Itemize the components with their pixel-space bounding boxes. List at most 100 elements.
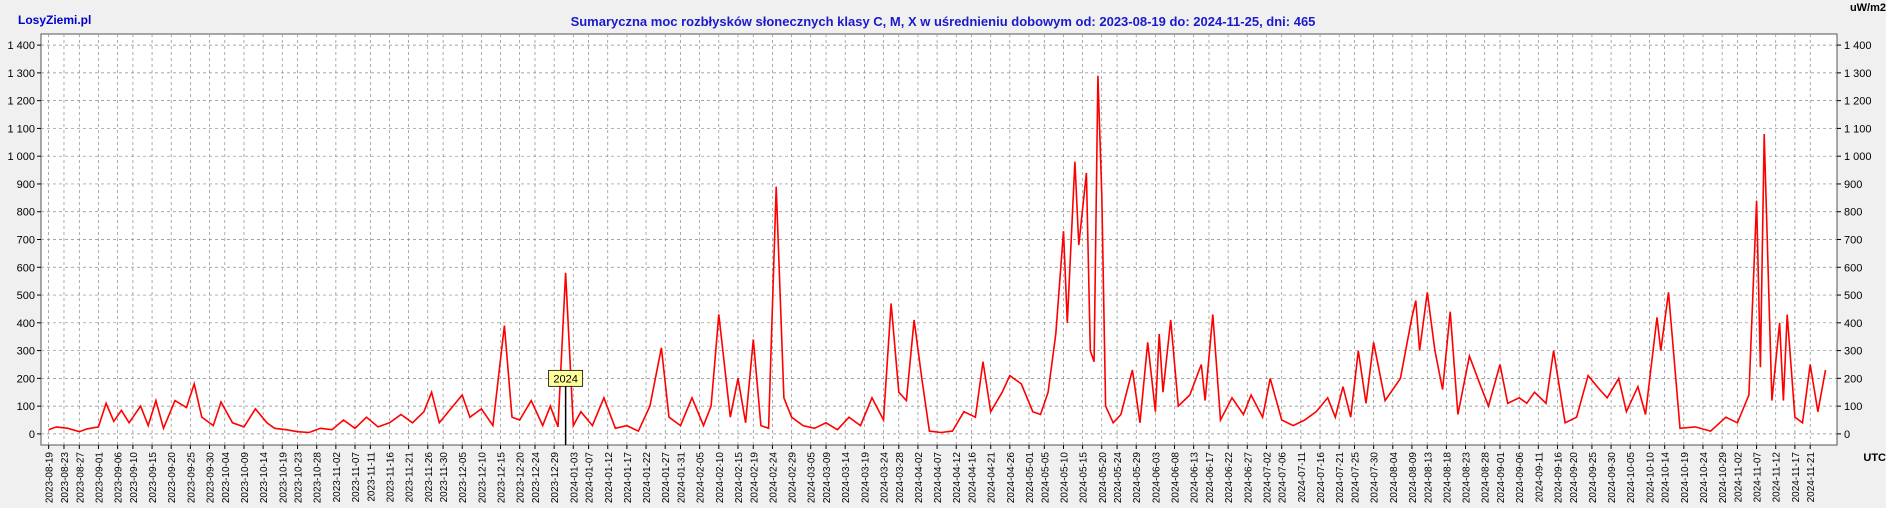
x-tick-label: 2024-04-12	[952, 452, 963, 504]
x-tick-label: 2023-09-06	[114, 452, 125, 504]
x-tick-label: 2024-08-04	[1389, 452, 1400, 504]
x-tick-label: 2023-09-30	[205, 452, 216, 504]
x-tick-label: 2023-11-16	[385, 452, 396, 503]
x-tick-label: 2023-09-20	[167, 452, 178, 504]
x-tick-label: 2023-08-19	[45, 452, 56, 504]
x-tick-label: 2024-11-21	[1806, 452, 1817, 503]
annotation-label: 2024	[553, 373, 577, 385]
x-tick-label: 2024-07-30	[1370, 452, 1381, 504]
x-tick-label: 2023-08-27	[75, 452, 86, 504]
x-tick-label: 2024-03-14	[841, 452, 852, 504]
grid	[41, 34, 1837, 445]
y-tick-label-right: 1 200	[1844, 96, 1872, 108]
x-tick-label: 2024-02-19	[749, 452, 760, 504]
x-tick-label: 2024-10-10	[1645, 452, 1656, 504]
x-axis: 2023-08-19 2023-08-23 2023-08-27 2023-09-01…	[45, 445, 1817, 504]
x-tick-label: 2023-11-02	[332, 452, 343, 503]
y-tick-label-left: 600	[17, 262, 35, 274]
x-tick-label: 2024-02-05	[696, 452, 707, 504]
x-tick-label: 2023-10-04	[221, 452, 232, 504]
chart-title: Sumaryczna moc rozbłysków słonecznych kl…	[571, 14, 1316, 29]
x-tick-label: 2024-07-21	[1335, 452, 1346, 504]
x-tick-label: 2024-04-21	[987, 452, 998, 504]
x-tick-label: 2024-03-28	[895, 452, 906, 504]
x-tick-label: 2024-07-06	[1278, 452, 1289, 504]
x-tick-label: 2024-01-03	[569, 452, 580, 504]
y-tick-label-left: 100	[17, 401, 35, 413]
series-line	[48, 75, 1827, 434]
x-tick-label: 2024-09-30	[1607, 452, 1618, 504]
x-tick-label: 2024-08-18	[1442, 452, 1453, 504]
x-tick-label: 2024-01-22	[642, 452, 653, 504]
annotation-group: 2024	[548, 369, 584, 445]
y-tick-label-right: 1 400	[1844, 40, 1872, 52]
x-axis-label: UTC	[1863, 452, 1886, 464]
y-tick-label-left: 200	[17, 373, 35, 385]
y-tick-label-left: 900	[17, 179, 35, 191]
x-tick-label: 2024-11-07	[1753, 452, 1764, 503]
x-tick-label: 2024-10-05	[1626, 452, 1637, 504]
y-tick-label-left: 700	[17, 235, 35, 247]
x-tick-label: 2024-07-11	[1297, 452, 1308, 503]
y-tick-label-right: 800	[1844, 207, 1862, 219]
x-tick-label: 2023-10-23	[294, 452, 305, 504]
x-tick-label: 2024-02-10	[715, 452, 726, 504]
x-tick-label: 2024-11-12	[1772, 452, 1783, 503]
x-tick-label: 2024-06-13	[1190, 452, 1201, 504]
y-tick-label-right: 100	[1844, 401, 1862, 413]
x-tick-label: 2024-11-17	[1791, 452, 1802, 503]
x-tick-label: 2024-05-01	[1025, 452, 1036, 504]
x-tick-label: 2024-07-25	[1350, 452, 1361, 504]
x-tick-label: 2024-08-23	[1462, 452, 1473, 504]
x-tick-label: 2023-12-24	[531, 452, 542, 504]
y-axis-right: 0 100 200 300 400 500 600 700 800 900 1 000 1 100 1 …	[1837, 40, 1872, 441]
x-tick-label: 2024-05-24	[1113, 452, 1124, 504]
y-tick-label-right: 300	[1844, 346, 1862, 358]
x-tick-label: 2024-09-01	[1496, 452, 1507, 504]
x-tick-label: 2024-06-03	[1151, 452, 1162, 504]
x-tick-label: 2024-06-17	[1205, 452, 1216, 504]
x-tick-label: 2023-11-07	[351, 452, 362, 503]
x-tick-label: 2024-02-15	[734, 452, 745, 504]
y-tick-label-right: 1 000	[1844, 151, 1872, 163]
x-tick-label: 2024-06-08	[1171, 452, 1182, 504]
y-tick-label-left: 0	[29, 429, 35, 441]
y-tick-label-left: 1 400	[7, 40, 35, 52]
y-tick-label-left: 400	[17, 318, 35, 330]
x-tick-label: 2024-04-02	[914, 452, 925, 504]
x-tick-label: 2024-07-16	[1316, 452, 1327, 504]
x-tick-label: 2024-10-14	[1661, 452, 1672, 504]
x-tick-label: 2024-09-25	[1588, 452, 1599, 504]
x-tick-label: 2024-01-27	[661, 452, 672, 504]
y-unit-label: uW/m2	[1850, 2, 1886, 14]
x-tick-label: 2023-11-30	[439, 452, 450, 503]
y-axis-left: 0 100 200 300 400 500 600 700 800 900 1 000 1 100 1 …	[7, 40, 41, 441]
x-tick-label: 2024-06-27	[1243, 452, 1254, 504]
x-tick-label: 2024-04-07	[933, 452, 944, 504]
x-tick-label: 2023-11-11	[366, 452, 377, 502]
x-tick-label: 2024-08-13	[1423, 452, 1434, 504]
y-tick-label-left: 1 300	[7, 68, 35, 80]
x-tick-label: 2023-12-10	[477, 452, 488, 504]
x-tick-label: 2024-02-24	[768, 452, 779, 504]
x-tick-label: 2024-05-15	[1079, 452, 1090, 504]
y-tick-label-right: 1 300	[1844, 68, 1872, 80]
series-group	[48, 75, 1827, 434]
y-tick-label-left: 500	[17, 290, 35, 302]
x-tick-label: 2023-09-25	[186, 452, 197, 504]
y-tick-label-right: 900	[1844, 179, 1862, 191]
x-tick-label: 2024-01-12	[604, 452, 615, 504]
x-tick-label: 2024-10-29	[1718, 452, 1729, 504]
y-tick-label-left: 800	[17, 207, 35, 219]
x-tick-label: 2024-05-29	[1132, 452, 1143, 504]
x-tick-label: 2023-12-05	[458, 452, 469, 504]
x-tick-label: 2024-04-16	[968, 452, 979, 504]
x-tick-label: 2024-03-09	[822, 452, 833, 504]
y-tick-label-left: 1 200	[7, 96, 35, 108]
x-tick-label: 2024-06-22	[1224, 452, 1235, 504]
x-tick-label: 2024-09-16	[1553, 452, 1564, 504]
y-tick-label-right: 1 100	[1844, 123, 1872, 135]
x-tick-label: 2024-01-07	[585, 452, 596, 504]
x-tick-label: 2023-10-28	[313, 452, 324, 504]
